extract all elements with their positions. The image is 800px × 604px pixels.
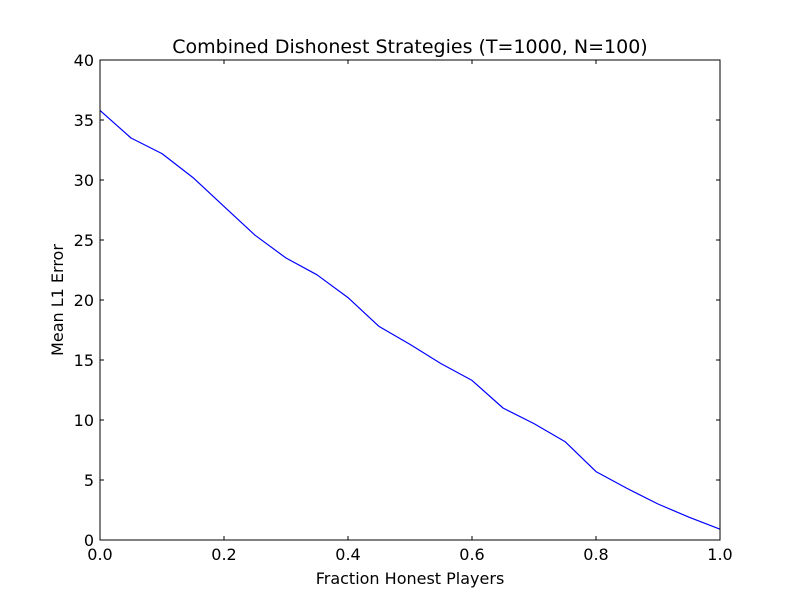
x-tick-label: 1.0 [707,545,732,564]
y-tick-label: 0 [84,531,94,550]
y-tick-label: 30 [74,171,94,190]
y-axis-label: Mean L1 Error [48,244,67,356]
series-line-0 [99,109,721,530]
x-tick-label: 0.2 [211,545,236,564]
y-tick-label: 5 [84,471,94,490]
y-tick-label: 40 [74,51,94,70]
y-tick-label: 20 [74,291,94,310]
x-tick-label: 0.0 [87,545,112,564]
y-tick-label: 15 [74,351,94,370]
x-tick-label: 0.6 [459,545,484,564]
x-axis-label: Fraction Honest Players [316,569,505,588]
plot-frame [99,59,721,541]
y-tick-label: 35 [74,111,94,130]
y-tick-label: 25 [74,231,94,250]
x-tick-label: 0.4 [335,545,360,564]
chart-title: Combined Dishonest Strategies (T=1000, N… [172,36,647,58]
x-tick-label: 0.8 [583,545,608,564]
plot-area: 0.0 0.2 0.4 0.6 0.8 1.0 0 5 10 15 20 25 30 35 40 [74,51,733,564]
y-tick-label: 10 [74,411,94,430]
